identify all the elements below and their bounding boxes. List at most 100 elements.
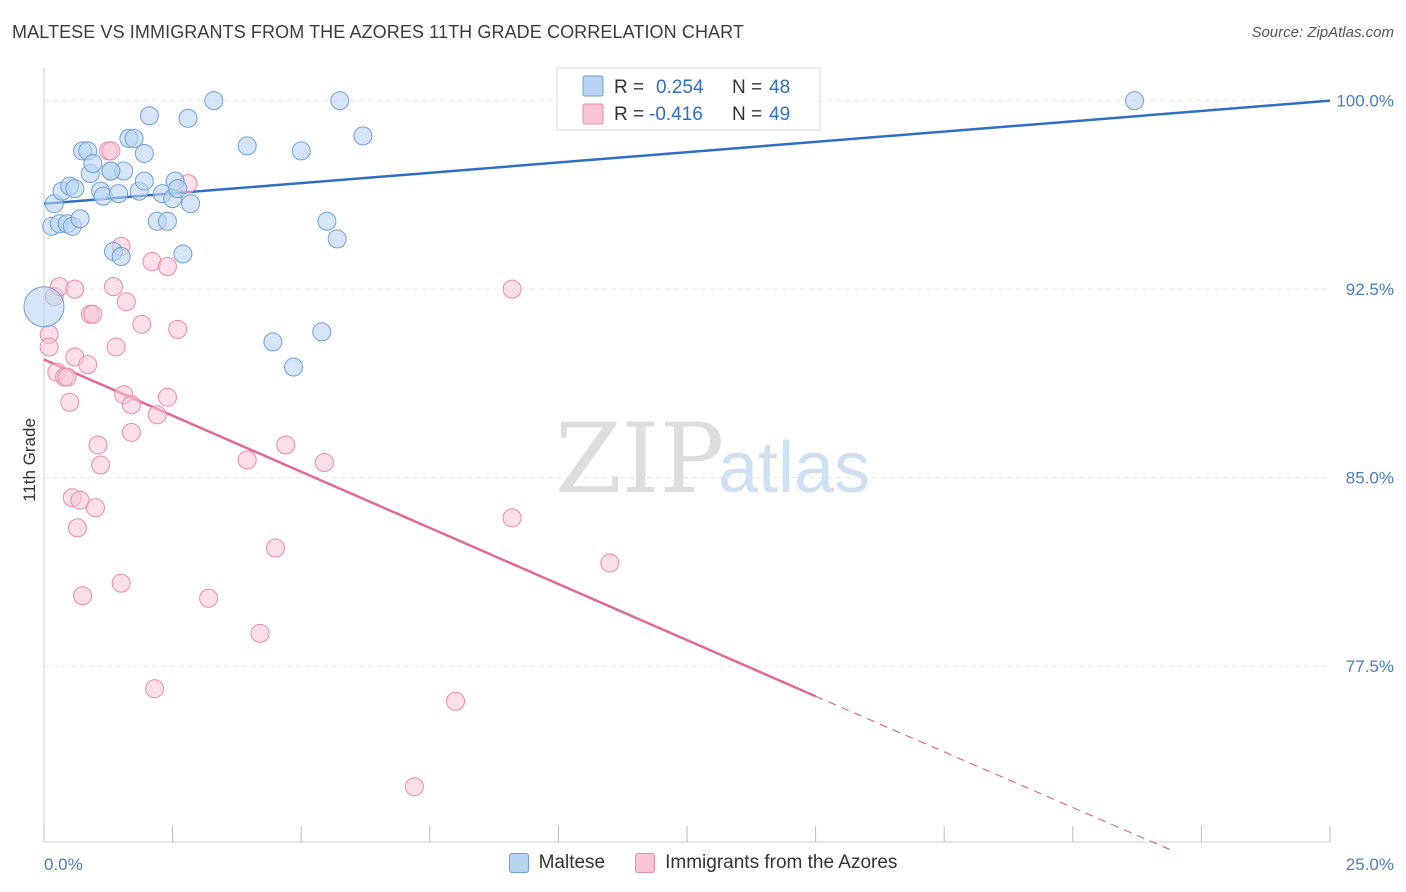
azores-point-46 xyxy=(502,279,522,299)
azores-point-13 xyxy=(73,586,93,606)
gridlines xyxy=(44,100,1330,667)
maltese-point-39 xyxy=(283,357,303,377)
azores-point-34 xyxy=(157,387,177,407)
azores-point-22 xyxy=(103,277,123,297)
maltese-point-18 xyxy=(109,184,129,204)
azores-point-10 xyxy=(65,279,85,299)
chart-title: MALTESE VS IMMIGRANTS FROM THE AZORES 11… xyxy=(12,22,745,42)
maltese-point-40 xyxy=(291,141,311,161)
azores-point-39 xyxy=(237,450,257,470)
trend-line-azores-extrapolated xyxy=(815,695,1176,853)
maltese-point-29 xyxy=(157,211,177,231)
maltese-point-32 xyxy=(168,179,188,199)
legend-n-value-maltese: 48 xyxy=(769,77,790,98)
y-tick-label-0: 77.5% xyxy=(1346,657,1394,676)
maltese-point-35 xyxy=(181,194,201,214)
legend-r-value-azores: -0.416 xyxy=(649,104,703,125)
legend-r-label-maltese: R = xyxy=(614,77,644,98)
azores-point-41 xyxy=(265,538,285,558)
azores-point-28 xyxy=(121,395,141,415)
legend-swatch-azores xyxy=(582,103,604,125)
maltese-points xyxy=(23,91,1145,377)
azores-point-40 xyxy=(250,623,270,643)
azores-point-48 xyxy=(600,553,620,573)
azores-point-14 xyxy=(78,355,98,375)
correlation-legend: R = 0.254 N = 48 R = -0.416 N = 49 xyxy=(556,67,821,131)
maltese-point-42 xyxy=(317,211,337,231)
legend-label-maltese: Maltese xyxy=(538,852,606,873)
azores-point-11 xyxy=(67,518,87,538)
azores-point-30 xyxy=(132,314,152,334)
maltese-point-33 xyxy=(173,244,193,264)
watermark-zip: ZIP xyxy=(555,403,724,515)
legend-item-azores: Immigrants from the Azores xyxy=(635,852,897,874)
maltese-point-41 xyxy=(312,322,332,342)
legend-n-label-maltese: N = xyxy=(732,77,762,98)
legend-r-value-maltese: 0.254 xyxy=(656,77,704,98)
maltese-point-34 xyxy=(178,108,198,128)
azores-point-33 xyxy=(147,405,167,425)
x-tick-label-max: 25.0% xyxy=(1346,855,1394,874)
legend-n-value-azores: 49 xyxy=(769,104,790,125)
azores-point-38 xyxy=(199,588,219,608)
x-tick-labels: 0.0% 25.0% xyxy=(44,855,1394,874)
maltese-point-45 xyxy=(353,126,373,146)
azores-point-29 xyxy=(121,422,141,442)
maltese-point-0 xyxy=(23,286,65,328)
azores-point-45 xyxy=(446,691,466,711)
azores-point-17 xyxy=(85,498,105,518)
azores-point-1 xyxy=(39,337,59,357)
legend-swatch-maltese xyxy=(582,75,604,97)
maltese-point-26 xyxy=(139,106,159,126)
azores-point-43 xyxy=(314,453,334,473)
y-tick-label-2: 92.5% xyxy=(1346,280,1394,299)
watermark: ZIP atlas xyxy=(555,403,870,515)
azores-point-27 xyxy=(116,292,136,312)
azores-point-21 xyxy=(101,141,121,161)
legend-r-label-azores: R = xyxy=(614,104,644,125)
maltese-point-13 xyxy=(83,153,103,173)
legend-marker-azores xyxy=(635,853,656,873)
azores-point-36 xyxy=(168,319,188,339)
maltese-point-22 xyxy=(124,128,144,148)
legend-label-azores: Immigrants from the Azores xyxy=(665,852,898,873)
series-legend: Maltese Immigrants from the Azores xyxy=(0,852,1406,874)
maltese-point-38 xyxy=(263,332,283,352)
maltese-point-43 xyxy=(327,229,347,249)
axes xyxy=(43,68,1331,843)
y-tick-label-1: 85.0% xyxy=(1346,469,1394,488)
azores-point-7 xyxy=(60,392,80,412)
y-tick-labels: 77.5% 85.0% 92.5% 100.0% xyxy=(1336,92,1394,676)
azores-point-18 xyxy=(88,435,108,455)
trend-line-maltese xyxy=(43,99,1331,205)
legend-item-maltese: Maltese xyxy=(508,852,606,874)
azores-point-44 xyxy=(404,777,424,797)
azores-point-35 xyxy=(157,257,177,277)
trend-lines xyxy=(43,99,1331,853)
maltese-point-36 xyxy=(204,91,224,111)
azores-point-42 xyxy=(276,435,296,455)
azores-point-19 xyxy=(91,455,111,475)
legend-n-label-azores: N = xyxy=(732,104,762,125)
maltese-point-8 xyxy=(65,179,85,199)
maltese-point-37 xyxy=(237,136,257,156)
trend-line-azores xyxy=(43,358,817,698)
azores-point-23 xyxy=(106,337,126,357)
azores-point-6 xyxy=(57,367,77,387)
legend-marker-maltese xyxy=(508,853,529,873)
watermark-atlas: atlas xyxy=(718,428,870,508)
maltese-point-46 xyxy=(1125,91,1145,111)
azores-point-12 xyxy=(70,490,90,510)
azores-point-25 xyxy=(111,573,131,593)
azores-point-47 xyxy=(502,508,522,528)
x-tick-label-min: 0.0% xyxy=(44,855,83,874)
maltese-point-9 xyxy=(70,209,90,229)
azores-point-16 xyxy=(83,304,103,324)
azores-point-32 xyxy=(145,679,165,699)
maltese-point-44 xyxy=(330,91,350,111)
maltese-point-24 xyxy=(134,171,154,191)
maltese-point-47 xyxy=(101,161,121,181)
maltese-point-19 xyxy=(111,246,131,266)
maltese-point-25 xyxy=(134,143,154,163)
